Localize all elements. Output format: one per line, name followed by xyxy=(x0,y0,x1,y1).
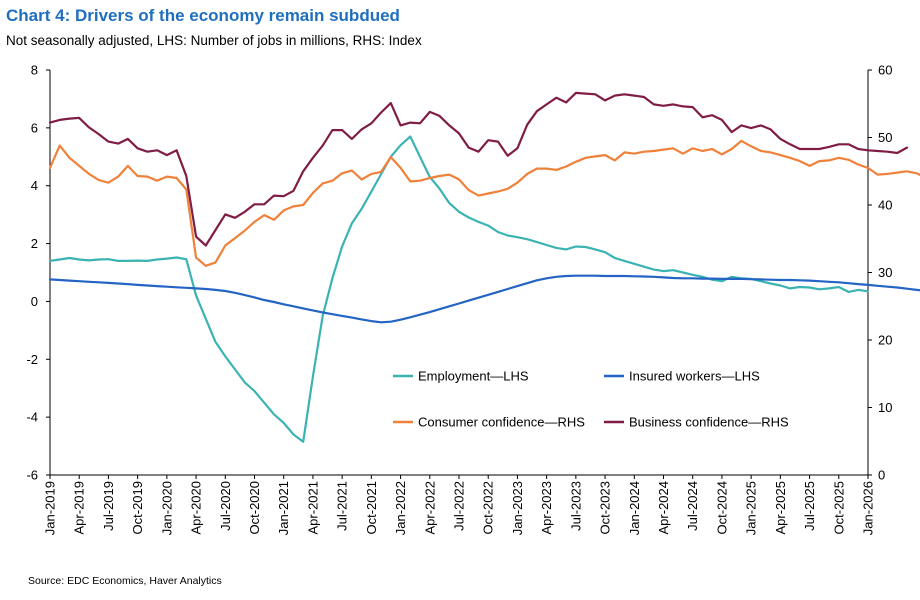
x-axis-tick-label: Apr-2019 xyxy=(72,481,87,534)
left-axis-tick-label: 8 xyxy=(31,63,38,78)
x-axis-tick-label: Oct-2021 xyxy=(364,481,379,534)
left-axis-tick-label: -2 xyxy=(26,352,38,367)
right-axis-tick-label: 50 xyxy=(878,130,892,145)
series-line-employment xyxy=(48,135,870,443)
right-axis-tick-label: 10 xyxy=(878,400,892,415)
legend-label-insured-workers: Insured workers—LHS xyxy=(629,369,760,384)
x-axis-tick-label: Jan-2024 xyxy=(627,481,642,535)
x-axis-tick-label: Jan-2020 xyxy=(159,481,174,535)
left-axis-tick-label: 4 xyxy=(31,178,38,193)
x-axis-tick-label: Apr-2021 xyxy=(305,481,320,534)
legend-label-consumer-confidence: Consumer confidence—RHS xyxy=(418,415,585,430)
left-axis-tick-label: 6 xyxy=(31,120,38,135)
x-axis-tick-label: Jul-2024 xyxy=(685,481,700,531)
x-axis-tick-label: Apr-2020 xyxy=(189,481,204,534)
x-axis-tick-label: Jan-2023 xyxy=(510,481,525,535)
right-axis-tick-label: 0 xyxy=(878,468,885,483)
chart-subtitle: Not seasonally adjusted, LHS: Number of … xyxy=(6,33,422,48)
right-axis-tick-label: 60 xyxy=(878,63,892,78)
series-line-consumer-confidence xyxy=(48,139,920,267)
x-axis-tick-label: Oct-2024 xyxy=(714,481,729,534)
legend-label-employment: Employment—LHS xyxy=(418,369,529,384)
x-axis-tick-label: Oct-2019 xyxy=(130,481,145,534)
right-axis-tick-label: 20 xyxy=(878,333,892,348)
series-line-insured-workers xyxy=(48,274,920,324)
x-axis-tick-label: Apr-2023 xyxy=(539,481,554,534)
legend-label-business-confidence: Business confidence—RHS xyxy=(629,415,789,430)
x-axis-tick-label: Oct-2025 xyxy=(831,481,846,534)
x-axis-tick-label: Jan-2026 xyxy=(861,481,876,535)
x-axis-tick-label: Apr-2025 xyxy=(773,481,788,534)
x-axis-tick-label: Oct-2022 xyxy=(481,481,496,534)
left-axis-tick-label: -6 xyxy=(26,468,38,483)
x-axis-tick-label: Oct-2020 xyxy=(247,481,262,534)
left-axis-tick-label: -4 xyxy=(26,410,38,425)
x-axis-tick-label: Jan-2019 xyxy=(43,481,58,535)
x-axis-tick-label: Oct-2023 xyxy=(598,481,613,534)
x-axis-tick-label: Apr-2022 xyxy=(422,481,437,534)
x-axis-tick-label: Jan-2022 xyxy=(393,481,408,535)
x-axis-tick-label: Jan-2025 xyxy=(744,481,759,535)
x-axis-tick-label: Jul-2022 xyxy=(452,481,467,531)
right-axis-tick-label: 30 xyxy=(878,265,892,280)
series-line-business-confidence xyxy=(48,91,909,247)
x-axis-tick-label: Jul-2020 xyxy=(218,481,233,531)
chart-title: Chart 4: Drivers of the economy remain s… xyxy=(6,6,400,25)
x-axis-tick-label: Jul-2023 xyxy=(568,481,583,531)
x-axis-tick-label: Jul-2019 xyxy=(101,481,116,531)
x-axis-tick-label: Jul-2025 xyxy=(802,481,817,531)
x-axis-tick-label: Apr-2024 xyxy=(656,481,671,534)
x-axis-tick-label: Jan-2021 xyxy=(276,481,291,535)
right-axis-tick-label: 40 xyxy=(878,198,892,213)
left-axis-tick-label: 2 xyxy=(31,236,38,251)
left-axis-tick-label: 0 xyxy=(31,294,38,309)
x-axis-tick-label: Jul-2021 xyxy=(335,481,350,531)
chart-source: Source: EDC Economics, Haver Analytics xyxy=(28,575,222,587)
